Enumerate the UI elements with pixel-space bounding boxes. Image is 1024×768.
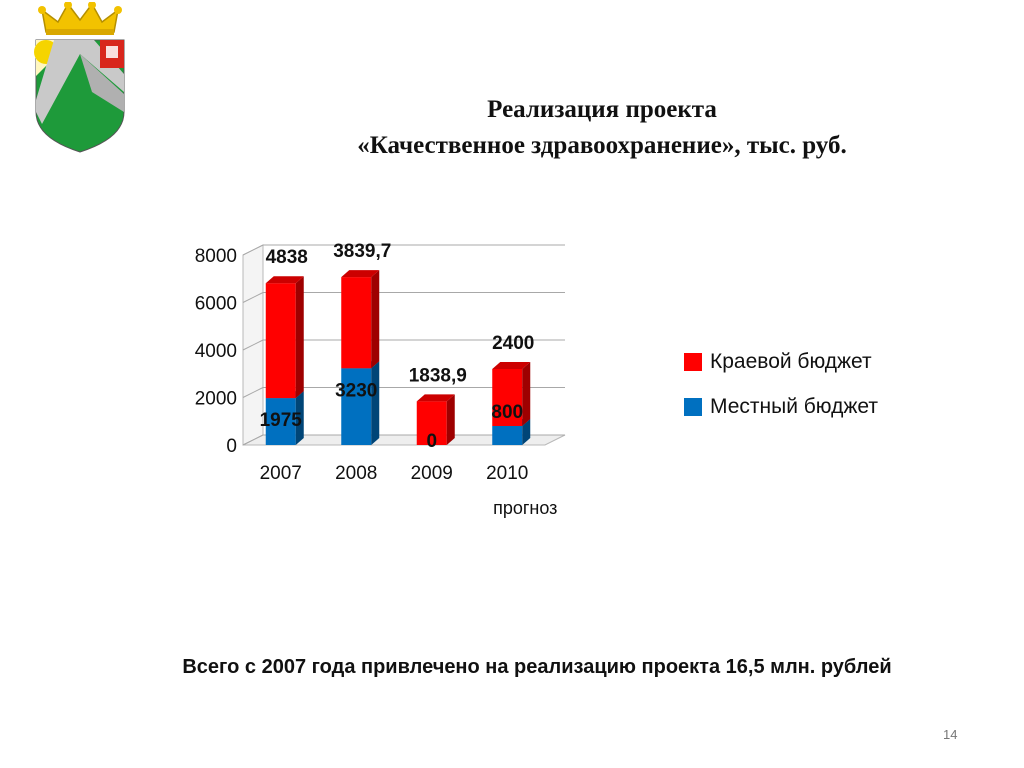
data-label-regional: 1838,9 [409,365,467,386]
data-label-regional: 4838 [266,247,308,268]
bar-local-2007 [265,398,296,445]
bar-regional-2008-side [371,270,380,369]
legend-swatch-local [684,398,702,416]
y-tick-label: 0 [226,436,237,457]
data-label-regional: 2400 [492,333,534,354]
y-tick-label: 8000 [195,246,237,267]
slide-title-line-1: Реализация проекта [487,96,717,123]
bar-regional-2007-top [265,276,304,284]
gridline-depth [242,292,264,303]
bar-regional-2010 [492,369,523,426]
data-label-regional: 3839,7 [333,241,391,262]
bar-local-2007-side [295,391,304,445]
gridline-depth [242,339,264,351]
bar-regional-2010-top [492,362,531,369]
bar-regional-2010-side [522,362,531,426]
bar-local-2010-side [522,419,531,445]
bar-regional-2007-side [295,276,304,399]
bar-regional-2007 [265,283,296,399]
y-tick-label: 4000 [195,341,237,362]
chart-legend: Краевой бюджет Местный бюджет [684,348,878,438]
legend-swatch-regional [684,353,702,371]
bar-regional-2009 [416,401,447,445]
gridline-depth [242,244,264,256]
legend-label-regional: Краевой бюджет [710,350,872,373]
x-tick-label: 2007 [260,463,302,484]
legend-item-regional: Краевой бюджет [684,348,878,376]
legend-label-local: Местный бюджет [710,395,878,418]
data-label-local: 0 [426,431,437,452]
y-tick-label: 2000 [195,389,237,410]
bar-local-2008-side [371,361,380,445]
gridline-depth [242,387,264,398]
page-number: 14 [943,727,958,742]
slide-title-line-2: «Качественное здравоохранение», тыс. руб… [357,132,847,159]
legend-item-local: Местный бюджет [684,393,878,421]
slide-footer-note: Всего с 2007 года привлечено на реализац… [182,656,892,678]
coat-of-arms-logo [34,2,125,153]
data-label-local: 3230 [335,380,377,401]
bar-local-2008 [341,368,372,445]
gridline-depth [242,434,264,446]
bar-local-2010 [492,426,523,445]
x-tick-label: 2009 [411,463,453,484]
data-label-local: 800 [491,402,523,423]
bar-regional-2008 [341,277,372,369]
bar-regional-2008-top [341,270,380,278]
x-tick-sublabel: прогноз [493,498,557,518]
data-label-local: 1975 [260,410,303,431]
crown-icon [38,2,122,35]
x-tick-label: 2008 [335,463,377,484]
x-tick-label: 2010 [486,463,528,484]
bar-regional-2009-side [446,394,455,445]
y-tick-label: 6000 [195,294,237,315]
bar-regional-2009-top [416,394,455,402]
